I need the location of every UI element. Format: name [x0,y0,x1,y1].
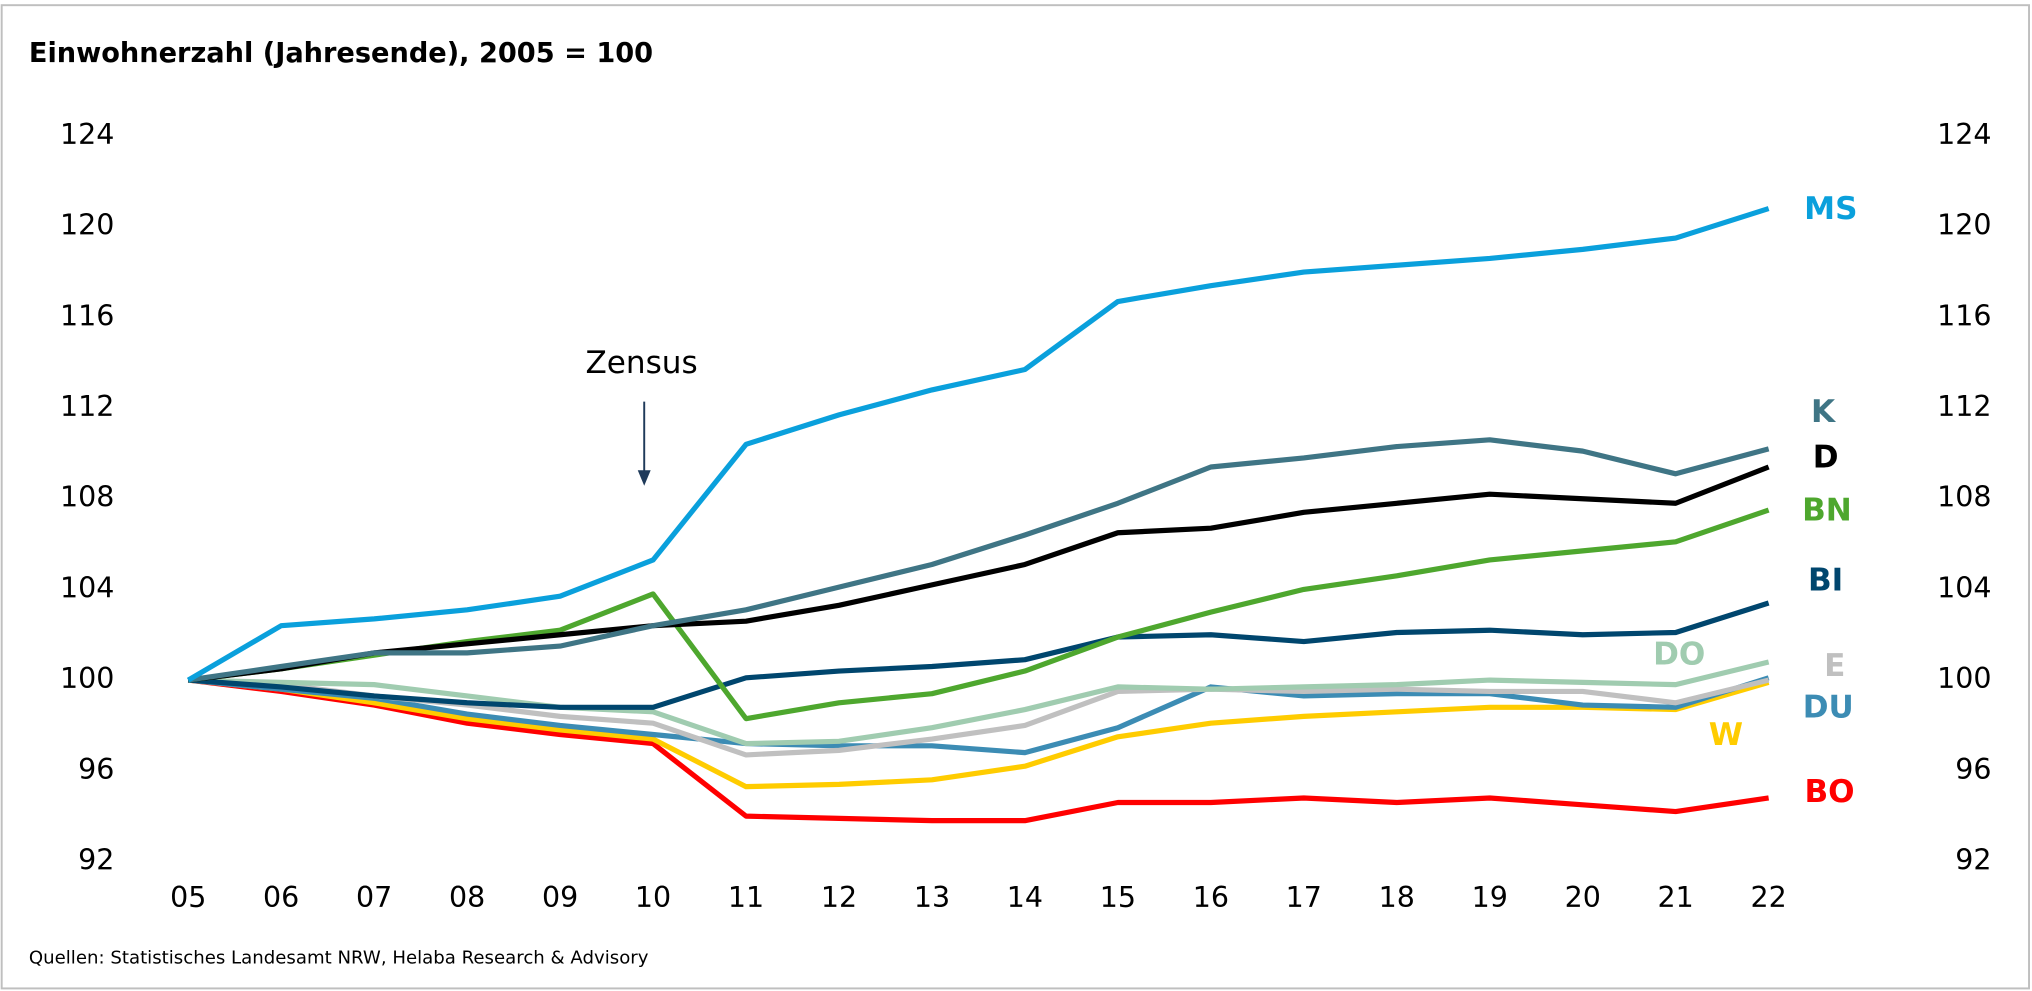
annotation-arrowhead [637,470,651,486]
series-label: K [1811,394,1837,430]
y2-tick-label: 116 [1937,299,1991,332]
series-label: DU [1803,690,1854,726]
x-tick-label: 09 [542,881,578,914]
x-tick-label: 19 [1472,881,1508,914]
y-tick-label: 120 [60,209,114,242]
x-tick-label: 13 [914,881,950,914]
y2-tick-label: 104 [1937,571,1991,604]
series-line [187,677,1770,824]
x-tick-label: 15 [1100,881,1136,914]
x-tick-label: 05 [170,881,206,914]
series-label: E [1824,648,1845,684]
y2-tick-label: 96 [1955,753,1991,786]
series-label: D [1813,440,1839,476]
x-tick-label: 10 [635,881,671,914]
series-line [187,464,1770,683]
x-tick-label: 20 [1565,881,1601,914]
y-tick-label: 112 [60,390,114,423]
series-line [187,677,1770,790]
source: Quellen: Statistisches Landesamt NRW, He… [29,948,649,969]
series-label: DO [1653,636,1705,672]
y-tick-label: 92 [78,843,114,876]
y-tick-label: 124 [60,118,114,151]
x-tick-label: 16 [1193,881,1229,914]
y-tick-label: 100 [60,662,114,695]
x-tick-label: 22 [1751,881,1787,914]
x-tick-label: 07 [356,881,392,914]
y-tick-label: 116 [60,299,114,332]
series-label: BO [1804,774,1854,810]
y2-tick-label: 92 [1955,843,1991,876]
frame [0,4,2030,990]
y2-tick-label: 108 [1937,481,1991,514]
x-tick-label: 06 [263,881,299,914]
y2-tick-label: 124 [1937,118,1991,151]
series-line [188,600,1770,710]
x-tick-label: 12 [821,881,857,914]
y2-tick-label: 120 [1937,209,1991,242]
series-line [186,206,1770,683]
series-label: BI [1808,563,1843,599]
series-line [187,675,1770,756]
series-line [188,659,1770,747]
y-tick-label: 96 [78,753,114,786]
annotation: Zensus [586,345,698,381]
series-line [187,437,1770,683]
x-tick-label: 08 [449,881,485,914]
y-tick-label: 104 [60,571,114,604]
x-tick-label: 21 [1658,881,1694,914]
y-tick-label: 108 [60,481,114,514]
chart-title: Einwohnerzahl (Jahresende), 2005 = 100 [29,38,653,69]
series-label: BN [1802,493,1852,529]
x-tick-label: 17 [1286,881,1322,914]
series-label: W [1709,717,1743,753]
x-tick-label: 14 [1007,881,1043,914]
series-label: MS [1804,191,1857,227]
x-tick-label: 18 [1379,881,1415,914]
x-tick-label: 11 [728,881,764,914]
y2-tick-label: 100 [1937,662,1991,695]
y2-tick-label: 112 [1937,390,1991,423]
